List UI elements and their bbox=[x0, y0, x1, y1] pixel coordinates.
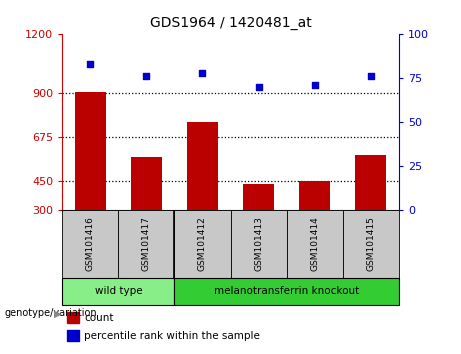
Bar bbox=[67, 330, 79, 341]
Bar bbox=[230, 210, 287, 278]
Bar bbox=[299, 181, 330, 210]
Bar bbox=[343, 210, 399, 278]
Bar bbox=[174, 210, 230, 278]
Point bbox=[142, 73, 150, 79]
Bar bbox=[243, 184, 274, 210]
Bar bbox=[75, 92, 106, 210]
Bar bbox=[131, 158, 162, 210]
Text: GSM101415: GSM101415 bbox=[366, 216, 375, 271]
Bar bbox=[67, 312, 79, 323]
Bar bbox=[174, 278, 399, 305]
Text: GSM101412: GSM101412 bbox=[198, 216, 207, 270]
Point bbox=[367, 73, 374, 79]
Bar bbox=[62, 278, 174, 305]
Text: GSM101416: GSM101416 bbox=[86, 216, 95, 271]
Point bbox=[255, 84, 262, 90]
Text: genotype/variation: genotype/variation bbox=[5, 308, 97, 318]
Point bbox=[87, 61, 94, 67]
Text: melanotransferrin knockout: melanotransferrin knockout bbox=[214, 286, 359, 297]
Point bbox=[199, 70, 206, 75]
Point bbox=[311, 82, 318, 88]
Bar bbox=[187, 122, 218, 210]
Text: wild type: wild type bbox=[95, 286, 142, 297]
Bar bbox=[62, 210, 118, 278]
Bar bbox=[355, 155, 386, 210]
Bar bbox=[118, 210, 174, 278]
Text: percentile rank within the sample: percentile rank within the sample bbox=[84, 331, 260, 341]
Text: GSM101417: GSM101417 bbox=[142, 216, 151, 271]
Text: GSM101413: GSM101413 bbox=[254, 216, 263, 271]
Text: GSM101414: GSM101414 bbox=[310, 216, 319, 270]
Text: ▶: ▶ bbox=[53, 308, 62, 318]
Text: GDS1964 / 1420481_at: GDS1964 / 1420481_at bbox=[150, 16, 311, 30]
Text: count: count bbox=[84, 313, 113, 322]
Bar bbox=[287, 210, 343, 278]
